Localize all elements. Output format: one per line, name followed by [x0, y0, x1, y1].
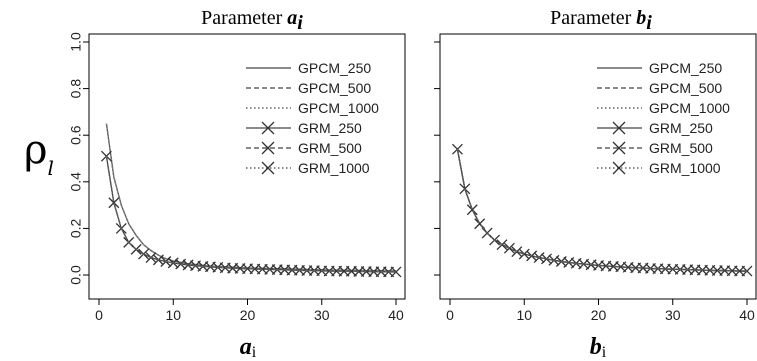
panel-b-x-axis-label: bi	[590, 334, 607, 361]
panel-a-legend-label: GRM_250	[298, 120, 362, 136]
y-tick-label: 0.6	[68, 125, 84, 145]
panel-a-series-gpcm-1000	[105, 123, 397, 272]
y-tick-label: 1.0	[68, 32, 84, 52]
panel-a-legend-marker	[261, 121, 275, 135]
panel-a-x-tick-label: 20	[240, 307, 256, 323]
panel-a-marker-grm-250	[108, 197, 120, 209]
panel-b-legend-label: GRM_250	[649, 120, 713, 136]
panel-b-marker-grm-250	[466, 204, 478, 216]
panel-b-legend-label: GPCM_1000	[649, 100, 730, 116]
panel-b-legend-label: GPCM_250	[649, 60, 722, 76]
panel-b-legend-label: GRM_500	[649, 140, 713, 156]
panel-a-legend-label: GPCM_500	[298, 80, 371, 96]
panel-b-legend-marker	[612, 161, 626, 175]
panel-a-x-axis-label: ai	[240, 334, 257, 361]
panel-b-title: Parameter bi	[550, 7, 652, 34]
y-axis-label: ρl	[24, 127, 54, 180]
panel-a-legend-label: GPCM_1000	[298, 100, 379, 116]
panel-b-legend-label: GRM_1000	[649, 160, 721, 176]
panel-b-chart: Parameter bi bi 0 10 20 30 40 GPCM_250 GPCM_50…	[434, 7, 757, 361]
panel-b-x-tick-label: 0	[446, 307, 454, 323]
panel-b-x-tick-label: 30	[665, 307, 681, 323]
panel-a-legend-label: GRM_1000	[298, 160, 370, 176]
panel-a-legend-label: GPCM_250	[298, 60, 371, 76]
panel-a-legend-marker	[261, 161, 275, 175]
panel-a-x-tick-label: 40	[388, 307, 404, 323]
panel-b-legend-marker	[612, 141, 626, 155]
panel-a-x-tick-label: 30	[314, 307, 330, 323]
panel-a-chart: Parameter ai ai 0 10 20 30 40 0.0 0.2 0.4 0.6 0.8…	[68, 7, 406, 361]
panel-b-x-tick-label: 10	[516, 307, 532, 323]
panel-b-legend-marker	[612, 121, 626, 135]
panel-b-marker-grm-250	[511, 246, 523, 258]
y-tick-label: 0.4	[68, 172, 84, 192]
panel-a-legend-marker	[261, 141, 275, 155]
panel-b-legend-label: GPCM_500	[649, 80, 722, 96]
panel-a-legend-label: GRM_500	[298, 140, 362, 156]
panel-b-series-grm-1000	[456, 149, 747, 272]
panel-a-x-tick-label: 0	[95, 307, 103, 323]
panel-b-x-tick-label: 20	[591, 307, 607, 323]
panel-b-marker-grm-250	[451, 143, 463, 155]
y-tick-label: 0.2	[68, 218, 84, 238]
y-tick-label: 0.8	[68, 79, 84, 99]
panel-a-title: Parameter ai	[201, 7, 303, 34]
panel-b-x-tick-label: 40	[739, 307, 755, 323]
panel-a-series-grm-1000	[105, 156, 396, 273]
y-tick-label: 0.0	[68, 265, 84, 285]
panel-a-x-tick-label: 10	[165, 307, 181, 323]
